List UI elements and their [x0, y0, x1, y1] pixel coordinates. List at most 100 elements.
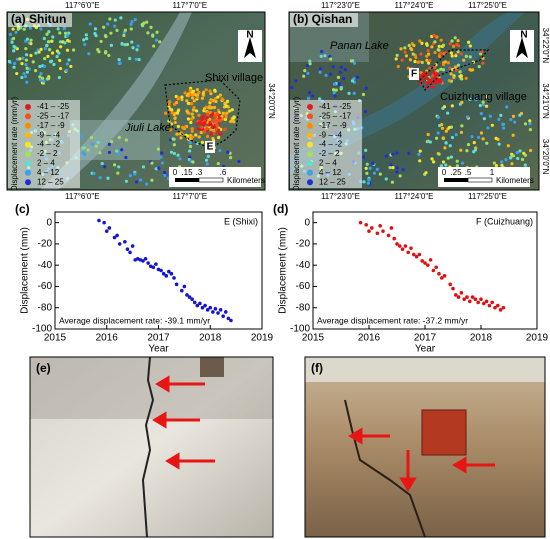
- map-dot: [135, 48, 139, 52]
- map-dot: [414, 55, 418, 59]
- map-dot: [122, 33, 126, 38]
- map-dot: [209, 128, 213, 132]
- y-tick-label: -80: [296, 302, 311, 313]
- y-tick-label: -40: [38, 260, 53, 271]
- map-dot: [453, 36, 457, 40]
- map-dot: [195, 95, 200, 99]
- map-dot: [481, 137, 485, 141]
- point: [459, 291, 464, 295]
- map-dot: [37, 50, 41, 54]
- y-tick-label: 0: [304, 217, 310, 228]
- map-dot: [170, 108, 174, 112]
- map-dot: [418, 159, 422, 163]
- map-dot: [436, 79, 440, 83]
- map-dot: [113, 24, 117, 28]
- map-dot: [7, 59, 11, 64]
- map-dot: [459, 52, 463, 56]
- map-dot: [472, 141, 476, 145]
- map-dot: [12, 49, 16, 53]
- map-dot: [120, 41, 124, 46]
- map-dot: [204, 88, 208, 92]
- map-dot: [172, 143, 176, 147]
- map-dot: [466, 40, 471, 44]
- point: [182, 284, 187, 289]
- point: [226, 316, 231, 321]
- map-dot: [109, 31, 113, 35]
- map-dot: [133, 172, 137, 176]
- legend-label: 2 – 4: [37, 159, 55, 168]
- map-dot: [399, 47, 403, 51]
- point: [117, 242, 122, 246]
- map-dot: [481, 61, 485, 65]
- legend-label: -9 – -4: [37, 130, 61, 139]
- map-dot: [124, 155, 128, 160]
- legend-bg: [290, 100, 362, 188]
- legend-swatch: [307, 141, 313, 148]
- point: [398, 244, 402, 248]
- map-dot: [63, 41, 67, 45]
- map-dot: [139, 178, 143, 182]
- map-dot: [117, 57, 121, 62]
- map-dot: [460, 124, 464, 128]
- map-dot: [443, 146, 447, 150]
- point: [451, 286, 455, 291]
- point: [102, 220, 106, 225]
- map-dot: [175, 101, 179, 105]
- map-dot: [510, 162, 514, 166]
- map-dot: [183, 125, 187, 129]
- scale-label: .25: [450, 168, 462, 177]
- map-dot: [96, 140, 100, 145]
- map-dot: [306, 71, 310, 76]
- map-dot: [375, 167, 380, 171]
- map-dot: [169, 150, 174, 154]
- map-dot: [308, 59, 312, 63]
- map-dot: [436, 115, 440, 119]
- map-dot: [447, 79, 451, 83]
- map-dot: [416, 60, 420, 64]
- map-dot: [190, 112, 194, 116]
- map-dot: [183, 91, 187, 95]
- legend-label: 4 – 12: [37, 168, 60, 177]
- map-dot: [426, 61, 431, 65]
- map-dot: [406, 66, 410, 70]
- legend-label: -25 – -17: [319, 112, 352, 121]
- map-dot: [219, 132, 223, 136]
- place-label: Cuizhuang village: [440, 91, 527, 103]
- scale-bar: [467, 177, 493, 183]
- map-dot: [107, 142, 111, 146]
- point: [426, 263, 430, 267]
- map-dot: [51, 35, 55, 39]
- map-dot: [290, 85, 294, 90]
- legend-title: Displacement rate (mm/yr): [10, 97, 19, 192]
- map-dot: [497, 142, 501, 146]
- point: [97, 218, 101, 223]
- map-dot: [520, 157, 525, 162]
- map-dot: [31, 60, 35, 64]
- north-arrow-b: [510, 30, 534, 62]
- map-dot: [83, 152, 87, 157]
- map-dot: [477, 64, 481, 69]
- map-dot: [439, 80, 443, 84]
- map-dot: [424, 171, 428, 175]
- y-tick-label: -60: [296, 281, 311, 292]
- map-dot: [364, 166, 368, 170]
- map-dot: [332, 91, 336, 95]
- map-dot: [108, 17, 112, 21]
- chart-title: E (Shixi): [224, 216, 258, 226]
- photo-f-sky: [305, 357, 545, 382]
- map-dot: [324, 73, 328, 77]
- y-tick-label: -40: [296, 260, 311, 271]
- map-dot: [42, 36, 46, 41]
- map-dot: [407, 43, 411, 48]
- map-dot: [180, 98, 184, 102]
- map-dot: [515, 150, 519, 155]
- map-dot: [191, 160, 195, 164]
- map-dot: [34, 51, 38, 55]
- map-dot: [303, 69, 307, 73]
- map-dot: [15, 71, 19, 76]
- x-tick-label: 2019: [526, 333, 549, 344]
- map-dot: [407, 151, 411, 155]
- map-dot: [47, 30, 51, 34]
- map-dot: [426, 52, 431, 56]
- x-tick-label: 2015: [302, 333, 325, 344]
